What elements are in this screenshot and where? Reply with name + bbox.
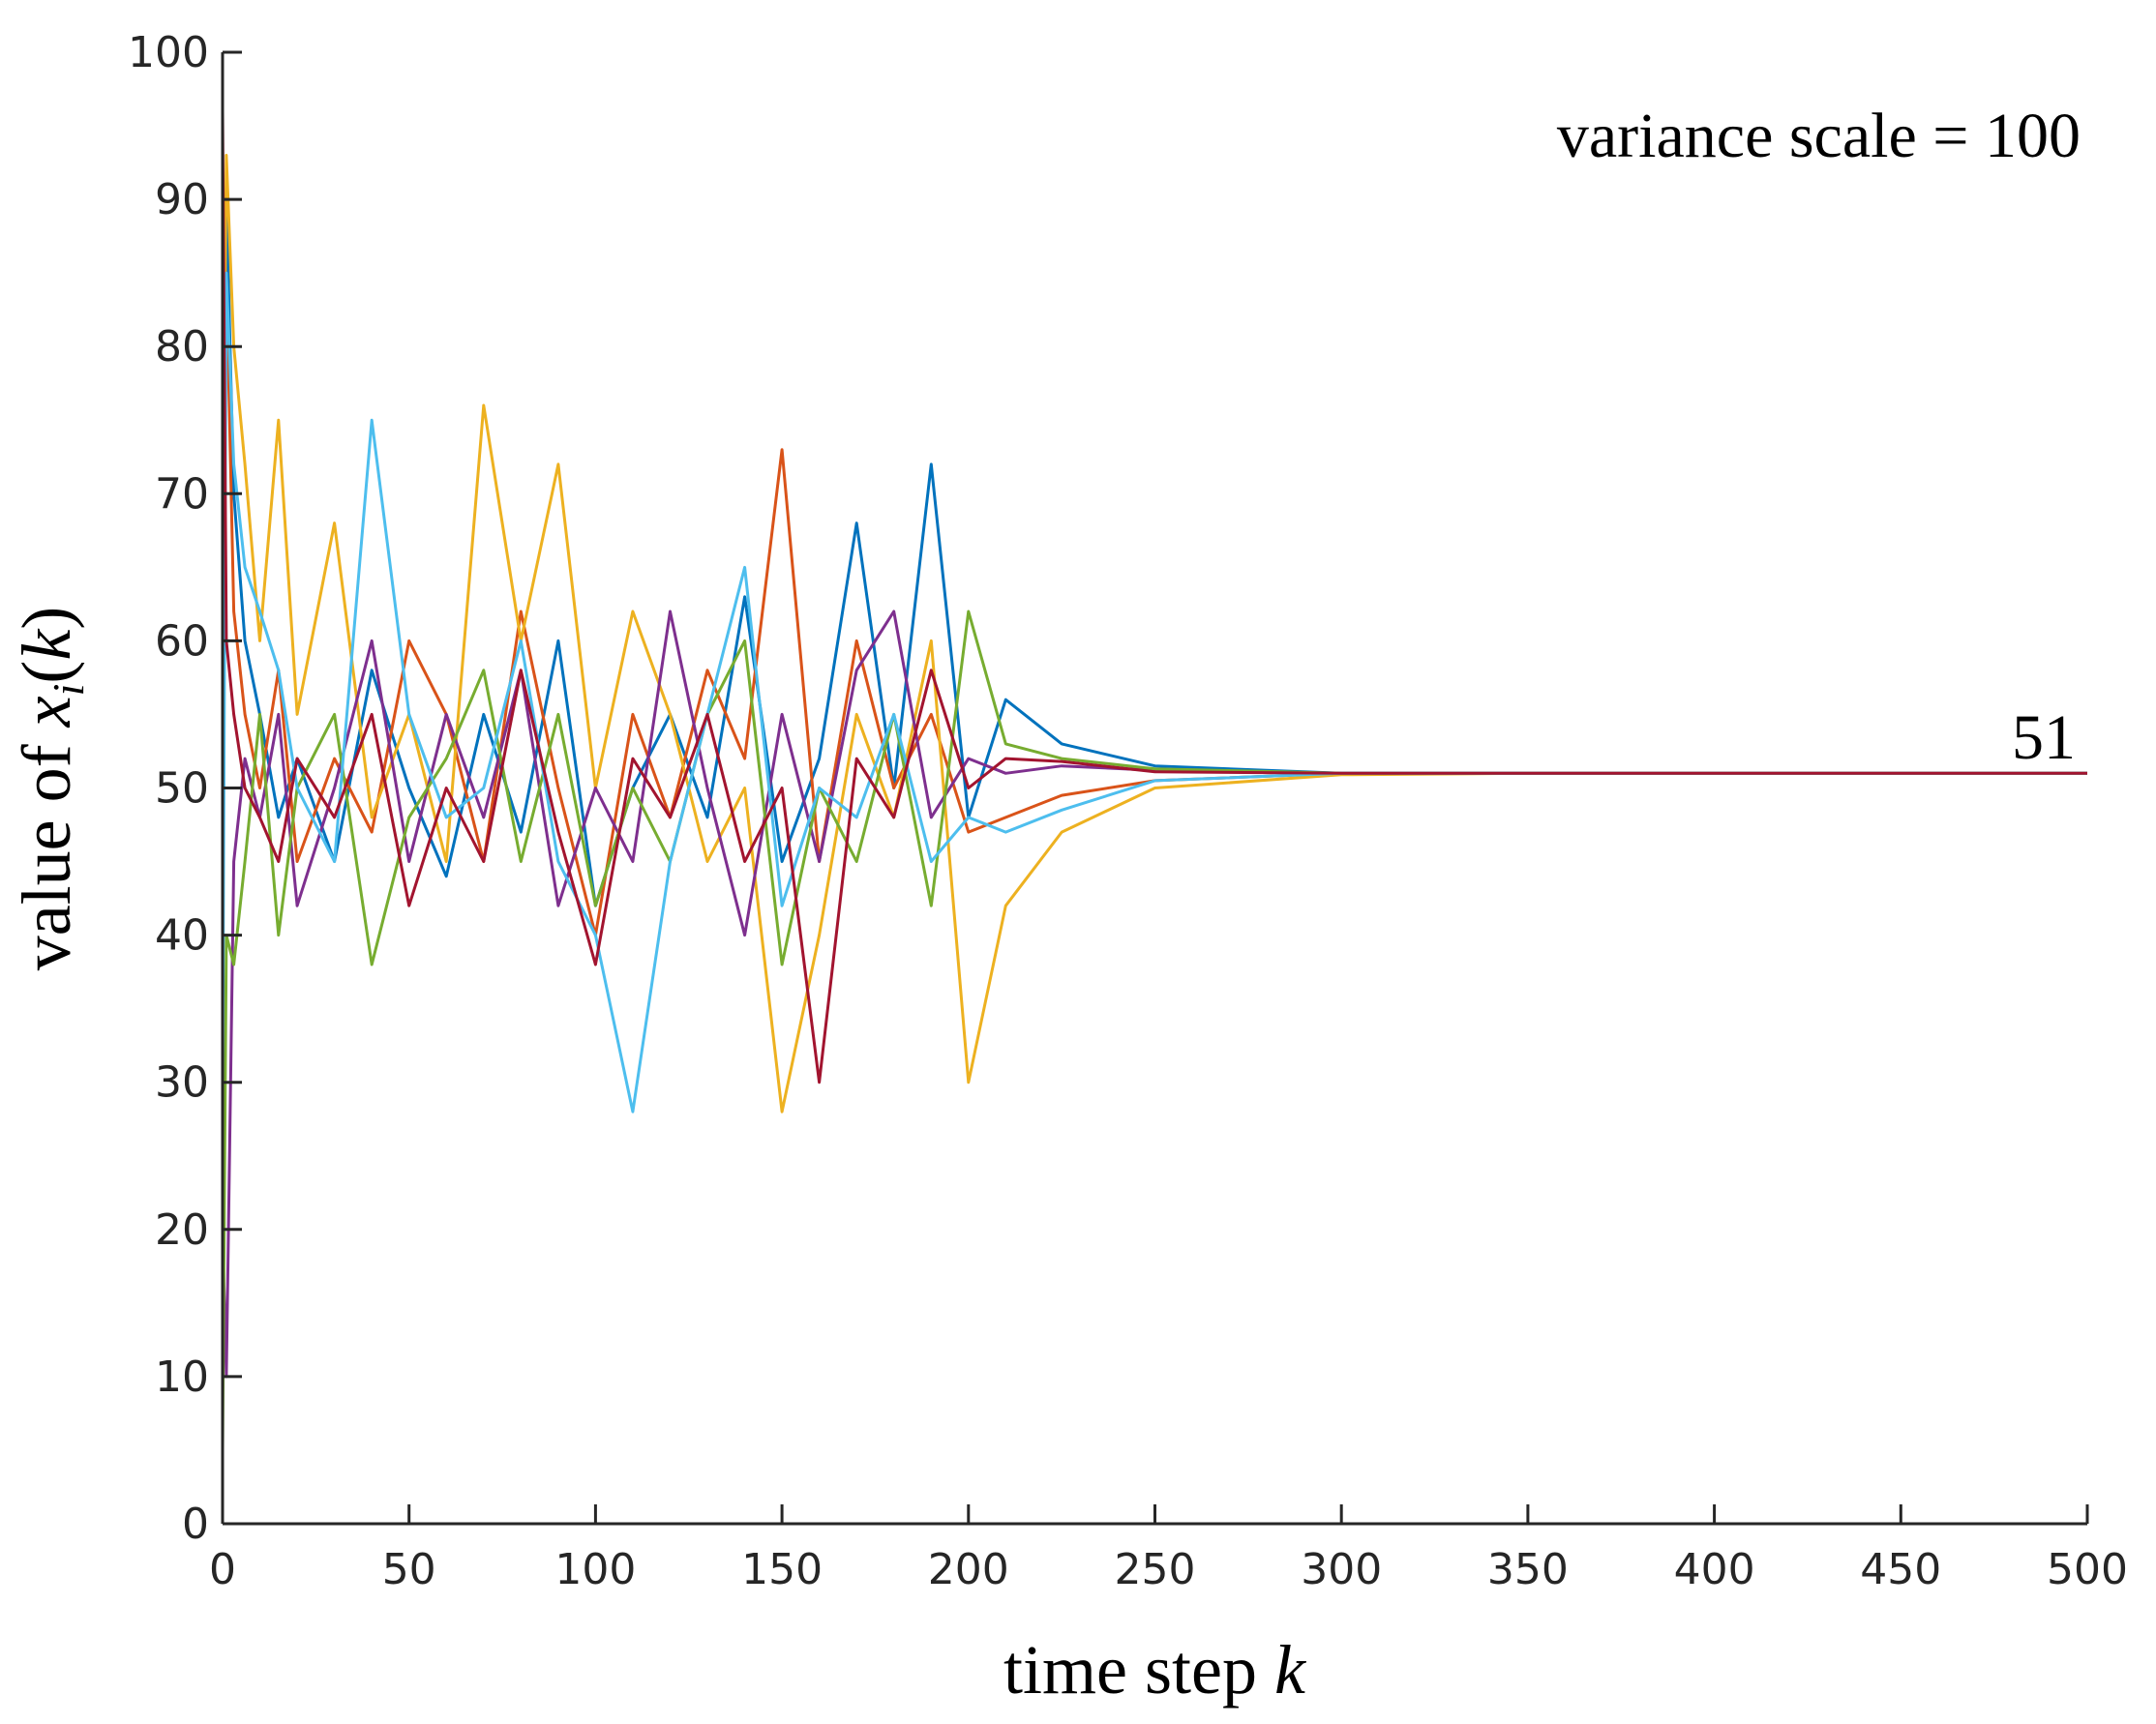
y-tick-label: 30: [155, 1058, 209, 1108]
y-tick-label: 90: [155, 175, 209, 224]
data-line: [221, 271, 2087, 937]
x-tick-label: 500: [2047, 1545, 2128, 1594]
x-tick-label: 200: [928, 1545, 1009, 1594]
y-tick-label: 70: [155, 469, 209, 519]
y-tick-label: 100: [128, 28, 209, 77]
y-tick-label: 60: [155, 616, 209, 666]
x-tick-label: 100: [554, 1545, 636, 1594]
y-axis-label: value of xi(k): [8, 607, 93, 971]
x-tick-label: 0: [209, 1545, 236, 1594]
label-part: i: [44, 684, 93, 697]
x-tick-label: 400: [1674, 1545, 1755, 1594]
data-line: [221, 110, 2087, 1085]
label-part: k: [8, 628, 85, 661]
data-line: [221, 609, 2087, 1451]
x-tick-label: 300: [1301, 1545, 1382, 1594]
x-tick-label: 150: [741, 1545, 823, 1594]
label-part: k: [1274, 1631, 1307, 1709]
y-tick-label: 50: [155, 764, 209, 814]
data-line: [221, 609, 2087, 1379]
label-part: x: [8, 696, 85, 728]
y-tick-label: 80: [155, 322, 209, 372]
label-part: (: [8, 661, 85, 684]
y-tick-label: 10: [155, 1352, 209, 1402]
label-part: time step: [1003, 1631, 1274, 1709]
x-tick-label: 50: [382, 1545, 436, 1594]
data-line: [221, 197, 2087, 907]
data-line: [221, 271, 2087, 1114]
y-tick-label: 0: [182, 1500, 209, 1549]
annotation: 51: [2012, 702, 2076, 773]
y-tick-label: 20: [155, 1205, 209, 1255]
y-tick-label: 40: [155, 911, 209, 961]
data-line: [221, 154, 2087, 1114]
annotation: variance scale = 100: [1557, 101, 2081, 171]
label-part: value of: [8, 727, 85, 970]
x-axis-label: time step k: [1003, 1631, 1307, 1709]
x-tick-label: 450: [1860, 1545, 1941, 1594]
x-tick-label: 350: [1487, 1545, 1569, 1594]
x-tick-label: 250: [1115, 1545, 1196, 1594]
label-part: ): [8, 607, 85, 630]
